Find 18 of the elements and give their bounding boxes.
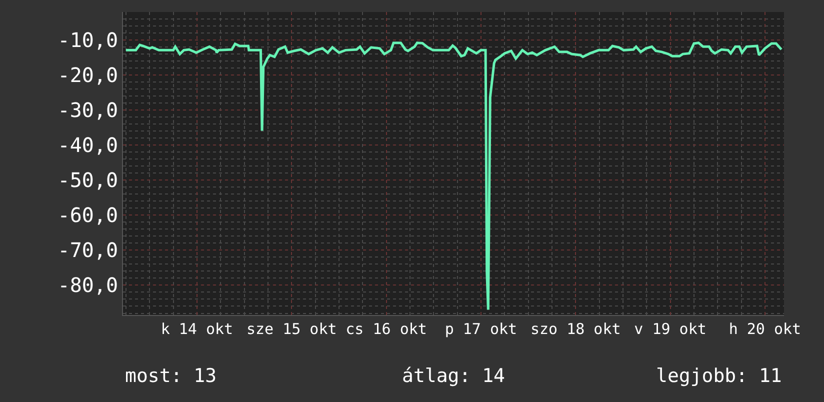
y-tick-label: -40,0: [58, 133, 118, 158]
text: most: 13: [125, 365, 217, 387]
x-tick-label: k 14 okt: [160, 320, 234, 338]
y-tick-label: -50,0: [58, 168, 118, 192]
x-tick-label: v 19 okt: [634, 320, 706, 338]
x-tick-label: p 17 okt: [444, 320, 518, 338]
x-tick-label: szo 18 okt: [530, 320, 621, 338]
y-tick-label: -30,0: [58, 98, 118, 122]
y-tick-label: -60,0: [58, 203, 118, 228]
y-tick-label: -80,0: [58, 273, 118, 298]
text: átlag: 14: [402, 365, 505, 387]
x-tick-label: cs 16 okt: [346, 320, 427, 338]
y-tick-label: -70,0: [58, 238, 118, 262]
x-tick-label: h 20 okt: [728, 320, 802, 338]
y-tick-label: -10,0: [58, 28, 118, 52]
x-tick-label: sze 15 okt: [246, 320, 337, 338]
y-tick-label: -20,0: [58, 63, 118, 88]
text: legjobb: 11: [656, 365, 782, 387]
